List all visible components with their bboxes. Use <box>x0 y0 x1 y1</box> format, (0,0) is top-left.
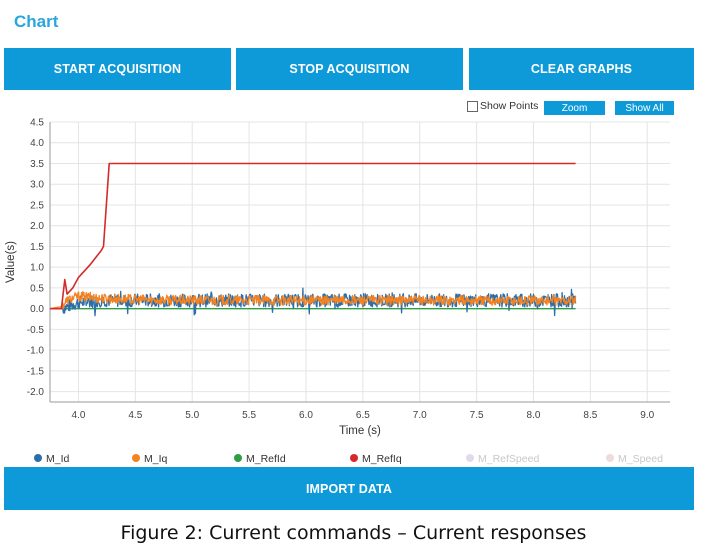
series-line-m-id <box>49 287 577 317</box>
y-tick-label: -0.5 <box>27 325 45 336</box>
show-all-button[interactable]: Show All <box>615 101 674 115</box>
legend-label: M_Id <box>46 453 70 465</box>
x-tick-label: 4.5 <box>128 410 142 421</box>
y-tick-label: 0.5 <box>30 283 44 294</box>
x-tick-label: 4.0 <box>71 410 85 421</box>
y-axis-label: Value(s) <box>5 241 17 283</box>
y-tick-label: 1.0 <box>30 263 44 274</box>
x-tick-label: 6.5 <box>356 410 370 421</box>
show-points-toggle[interactable]: Show Points <box>467 100 538 112</box>
legend-marker <box>132 454 140 462</box>
line-chart: 4.5 4.0 3.5 3.0 2.5 2.0 1.5 1.0 0.5 0.0 -0.5 -1.0 -1… <box>5 118 670 465</box>
legend-label: M_RefSpeed <box>478 453 539 465</box>
show-points-label: Show Points <box>480 100 539 112</box>
start-acquisition-button[interactable]: START ACQUISITION <box>4 48 231 90</box>
series-line-m-refiq <box>50 162 576 310</box>
legend-marker <box>606 454 614 462</box>
zoom-button[interactable]: Zoom <box>544 101 605 115</box>
y-tick-label: -1.0 <box>27 346 45 357</box>
stop-acquisition-button[interactable]: STOP ACQUISITION <box>236 48 463 90</box>
clear-graphs-button[interactable]: CLEAR GRAPHS <box>469 48 694 90</box>
x-axis-label: Time (s) <box>339 425 381 437</box>
figure-caption: Figure 2: Current commands – Current res… <box>120 522 587 544</box>
y-tick-label: 4.0 <box>30 138 44 149</box>
legend-marker <box>466 454 474 462</box>
x-tick-label: 8.0 <box>527 410 541 421</box>
y-tick-label: 3.0 <box>30 180 44 191</box>
legend-label: M_Speed <box>618 453 663 465</box>
show-points-checkbox[interactable] <box>467 100 478 112</box>
import-data-button[interactable]: IMPORT DATA <box>4 467 694 510</box>
x-tick-label: 9.0 <box>640 410 654 421</box>
y-tick-label: 4.5 <box>30 118 44 129</box>
legend-label: M_Iq <box>144 453 168 465</box>
y-tick-label: 2.0 <box>30 221 44 232</box>
y-tick-label: -1.5 <box>27 366 45 377</box>
x-tick-label: 6.0 <box>299 410 313 421</box>
series-line-m-iq <box>49 291 577 310</box>
legend-marker <box>34 454 42 462</box>
x-tick-label: 5.5 <box>242 410 256 421</box>
x-tick-label: 8.5 <box>583 410 597 421</box>
legend-label: M_RefId <box>246 453 286 465</box>
x-tick-label: 7.0 <box>413 410 427 421</box>
x-tick-label: 7.5 <box>470 410 484 421</box>
x-tick-label: 5.0 <box>185 410 199 421</box>
legend-marker <box>350 454 358 462</box>
y-tick-label: 0.0 <box>30 304 44 315</box>
y-tick-label: 1.5 <box>30 242 44 253</box>
y-tick-label: 2.5 <box>30 200 44 211</box>
y-tick-label: 3.5 <box>30 159 44 170</box>
legend-marker <box>234 454 242 462</box>
legend-label: M_RefIq <box>362 453 402 465</box>
panel-title: Chart <box>14 12 59 31</box>
y-tick-label: -2.0 <box>27 387 45 398</box>
